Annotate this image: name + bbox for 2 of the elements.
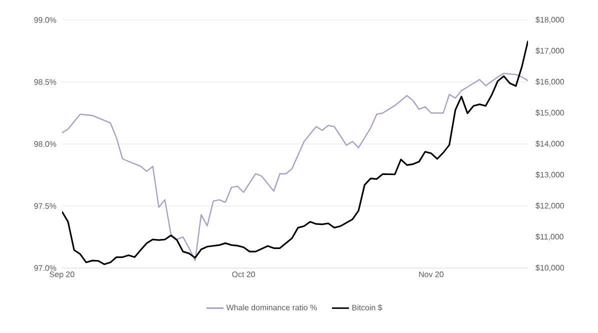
line-series [62,40,528,266]
line-series [62,72,528,262]
